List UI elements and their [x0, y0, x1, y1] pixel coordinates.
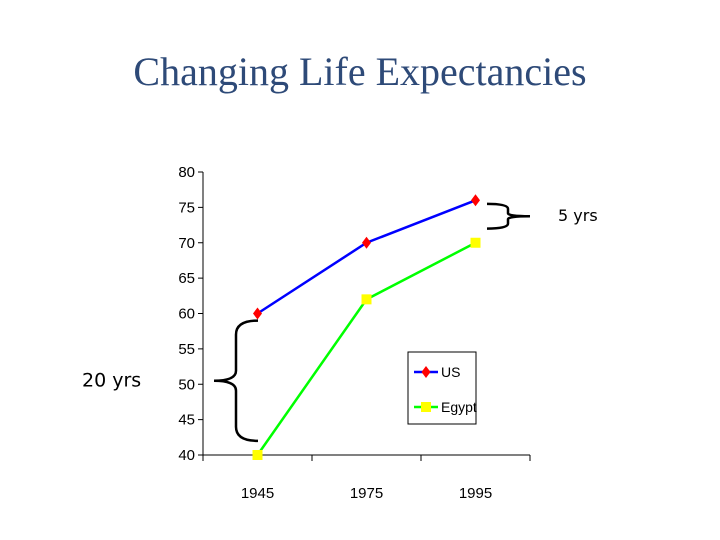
y-tick-label: 75: [178, 199, 195, 216]
data-point-egypt: [252, 450, 263, 460]
annotation-5-yrs: 5 yrs: [558, 206, 598, 225]
data-point-us: [471, 194, 480, 207]
y-tick-label: 80: [178, 164, 195, 181]
slide-title: Changing Life Expectancies: [133, 49, 587, 94]
y-tick-label: 50: [178, 376, 195, 393]
data-point-egypt: [361, 294, 372, 305]
legend-box: [407, 351, 477, 425]
data-point-us: [362, 236, 371, 249]
legend-marker-egypt: [421, 402, 431, 412]
x-tick-label: 1995: [459, 485, 492, 502]
legend-marker-us: [421, 366, 431, 378]
y-tick-label: 70: [178, 235, 195, 252]
x-tick-label: 1945: [241, 485, 274, 502]
y-tick-label: 65: [178, 270, 195, 287]
brace-5-yrs: [486, 202, 531, 230]
data-point-us: [253, 307, 262, 320]
legend-label-egypt: Egypt: [441, 399, 477, 415]
annotation-20-yrs: 20 yrs: [82, 370, 141, 392]
y-tick-label: 60: [178, 306, 195, 323]
y-tick-label: 55: [178, 341, 195, 358]
data-point-egypt: [470, 237, 481, 248]
brace-20-yrs: [213, 319, 259, 443]
x-tick-label: 1975: [350, 485, 383, 502]
legend-label-us: US: [441, 364, 460, 380]
y-tick-label: 40: [178, 447, 195, 464]
legend: US Egypt: [407, 351, 477, 425]
y-tick-label: 45: [178, 412, 195, 429]
